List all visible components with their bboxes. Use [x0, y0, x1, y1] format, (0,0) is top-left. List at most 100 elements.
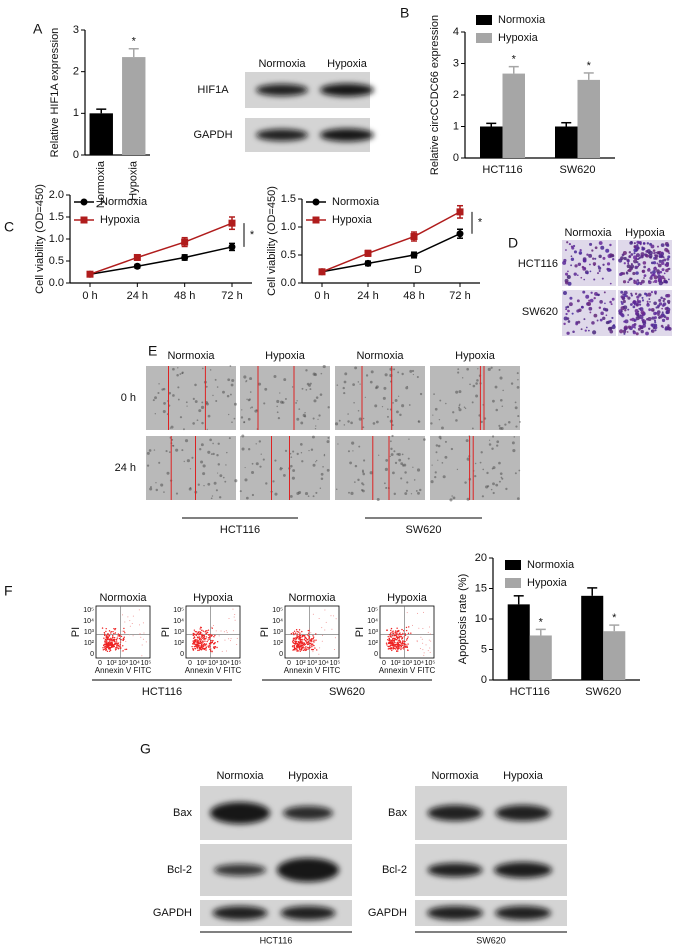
y-tick-label: 0.0	[281, 277, 296, 289]
cell	[629, 303, 633, 306]
texture	[153, 449, 156, 451]
texture	[432, 414, 434, 416]
blot-band	[256, 129, 308, 141]
cell	[660, 296, 663, 300]
cell	[636, 261, 639, 264]
significance: *	[512, 54, 517, 66]
x-tick-label: 10⁵	[141, 660, 152, 667]
cell	[663, 272, 666, 275]
event	[300, 648, 303, 650]
significance: *	[250, 229, 255, 241]
cell	[574, 264, 578, 268]
event	[416, 640, 418, 642]
event	[102, 647, 104, 649]
event	[421, 638, 423, 640]
texture	[466, 497, 470, 501]
cell	[657, 263, 662, 268]
event	[194, 648, 197, 650]
cell	[662, 326, 664, 329]
texture	[458, 408, 462, 412]
event	[292, 644, 294, 647]
texture	[474, 462, 477, 465]
event	[208, 638, 211, 640]
cell	[621, 296, 625, 300]
data-point	[318, 268, 326, 276]
event	[208, 636, 211, 638]
event	[194, 630, 196, 633]
data-point	[364, 249, 372, 257]
event	[407, 636, 409, 638]
legend-marker	[312, 216, 320, 224]
blot-band	[320, 83, 374, 97]
event	[122, 614, 124, 616]
event	[199, 628, 201, 630]
texture	[249, 377, 253, 381]
cell	[651, 323, 656, 328]
texture	[169, 427, 172, 429]
texture	[224, 480, 227, 483]
series-line	[89, 222, 233, 275]
row-label: HIF1A	[197, 84, 229, 96]
event	[104, 638, 107, 641]
event	[401, 647, 403, 649]
cell	[640, 326, 643, 330]
event	[395, 630, 397, 632]
event	[298, 636, 300, 638]
texture	[515, 425, 518, 428]
y-tick-label: 10³	[273, 629, 284, 636]
lane-label: Hypoxia	[327, 58, 368, 70]
significance: *	[478, 217, 483, 229]
event	[218, 635, 220, 637]
event	[125, 640, 127, 642]
event	[399, 647, 401, 649]
texture	[244, 478, 248, 482]
event	[401, 641, 404, 644]
cell	[622, 280, 627, 284]
cell	[629, 241, 633, 245]
micrograph	[430, 366, 520, 430]
event	[400, 635, 402, 638]
event	[303, 642, 305, 644]
event	[318, 653, 320, 655]
cell	[563, 322, 566, 326]
event	[299, 632, 301, 634]
cell	[653, 319, 657, 322]
event	[316, 649, 318, 651]
texture	[348, 491, 350, 494]
texture	[502, 389, 504, 392]
event	[404, 640, 406, 643]
texture	[456, 468, 459, 471]
texture	[362, 483, 365, 486]
event	[195, 639, 197, 641]
texture	[516, 385, 520, 389]
cell	[650, 307, 655, 312]
event	[122, 639, 124, 642]
row-label: GAPDH	[193, 129, 232, 141]
event	[306, 634, 309, 636]
event	[300, 649, 303, 651]
event	[309, 628, 311, 630]
event	[120, 646, 122, 648]
event	[107, 644, 109, 646]
texture	[146, 464, 150, 467]
event	[121, 650, 123, 652]
texture	[507, 420, 511, 424]
texture	[314, 427, 317, 430]
texture	[154, 396, 157, 400]
cell	[662, 314, 665, 316]
texture	[279, 467, 283, 471]
cell	[571, 312, 574, 315]
event	[233, 616, 235, 618]
cell	[655, 251, 658, 254]
texture	[162, 410, 166, 414]
cell	[653, 279, 658, 284]
texture	[322, 465, 324, 468]
texture	[397, 452, 401, 456]
texture	[452, 411, 455, 414]
cell	[566, 331, 570, 335]
cell	[602, 263, 605, 266]
cell	[569, 296, 573, 300]
cell	[652, 281, 655, 283]
legend-swatch	[476, 33, 492, 43]
